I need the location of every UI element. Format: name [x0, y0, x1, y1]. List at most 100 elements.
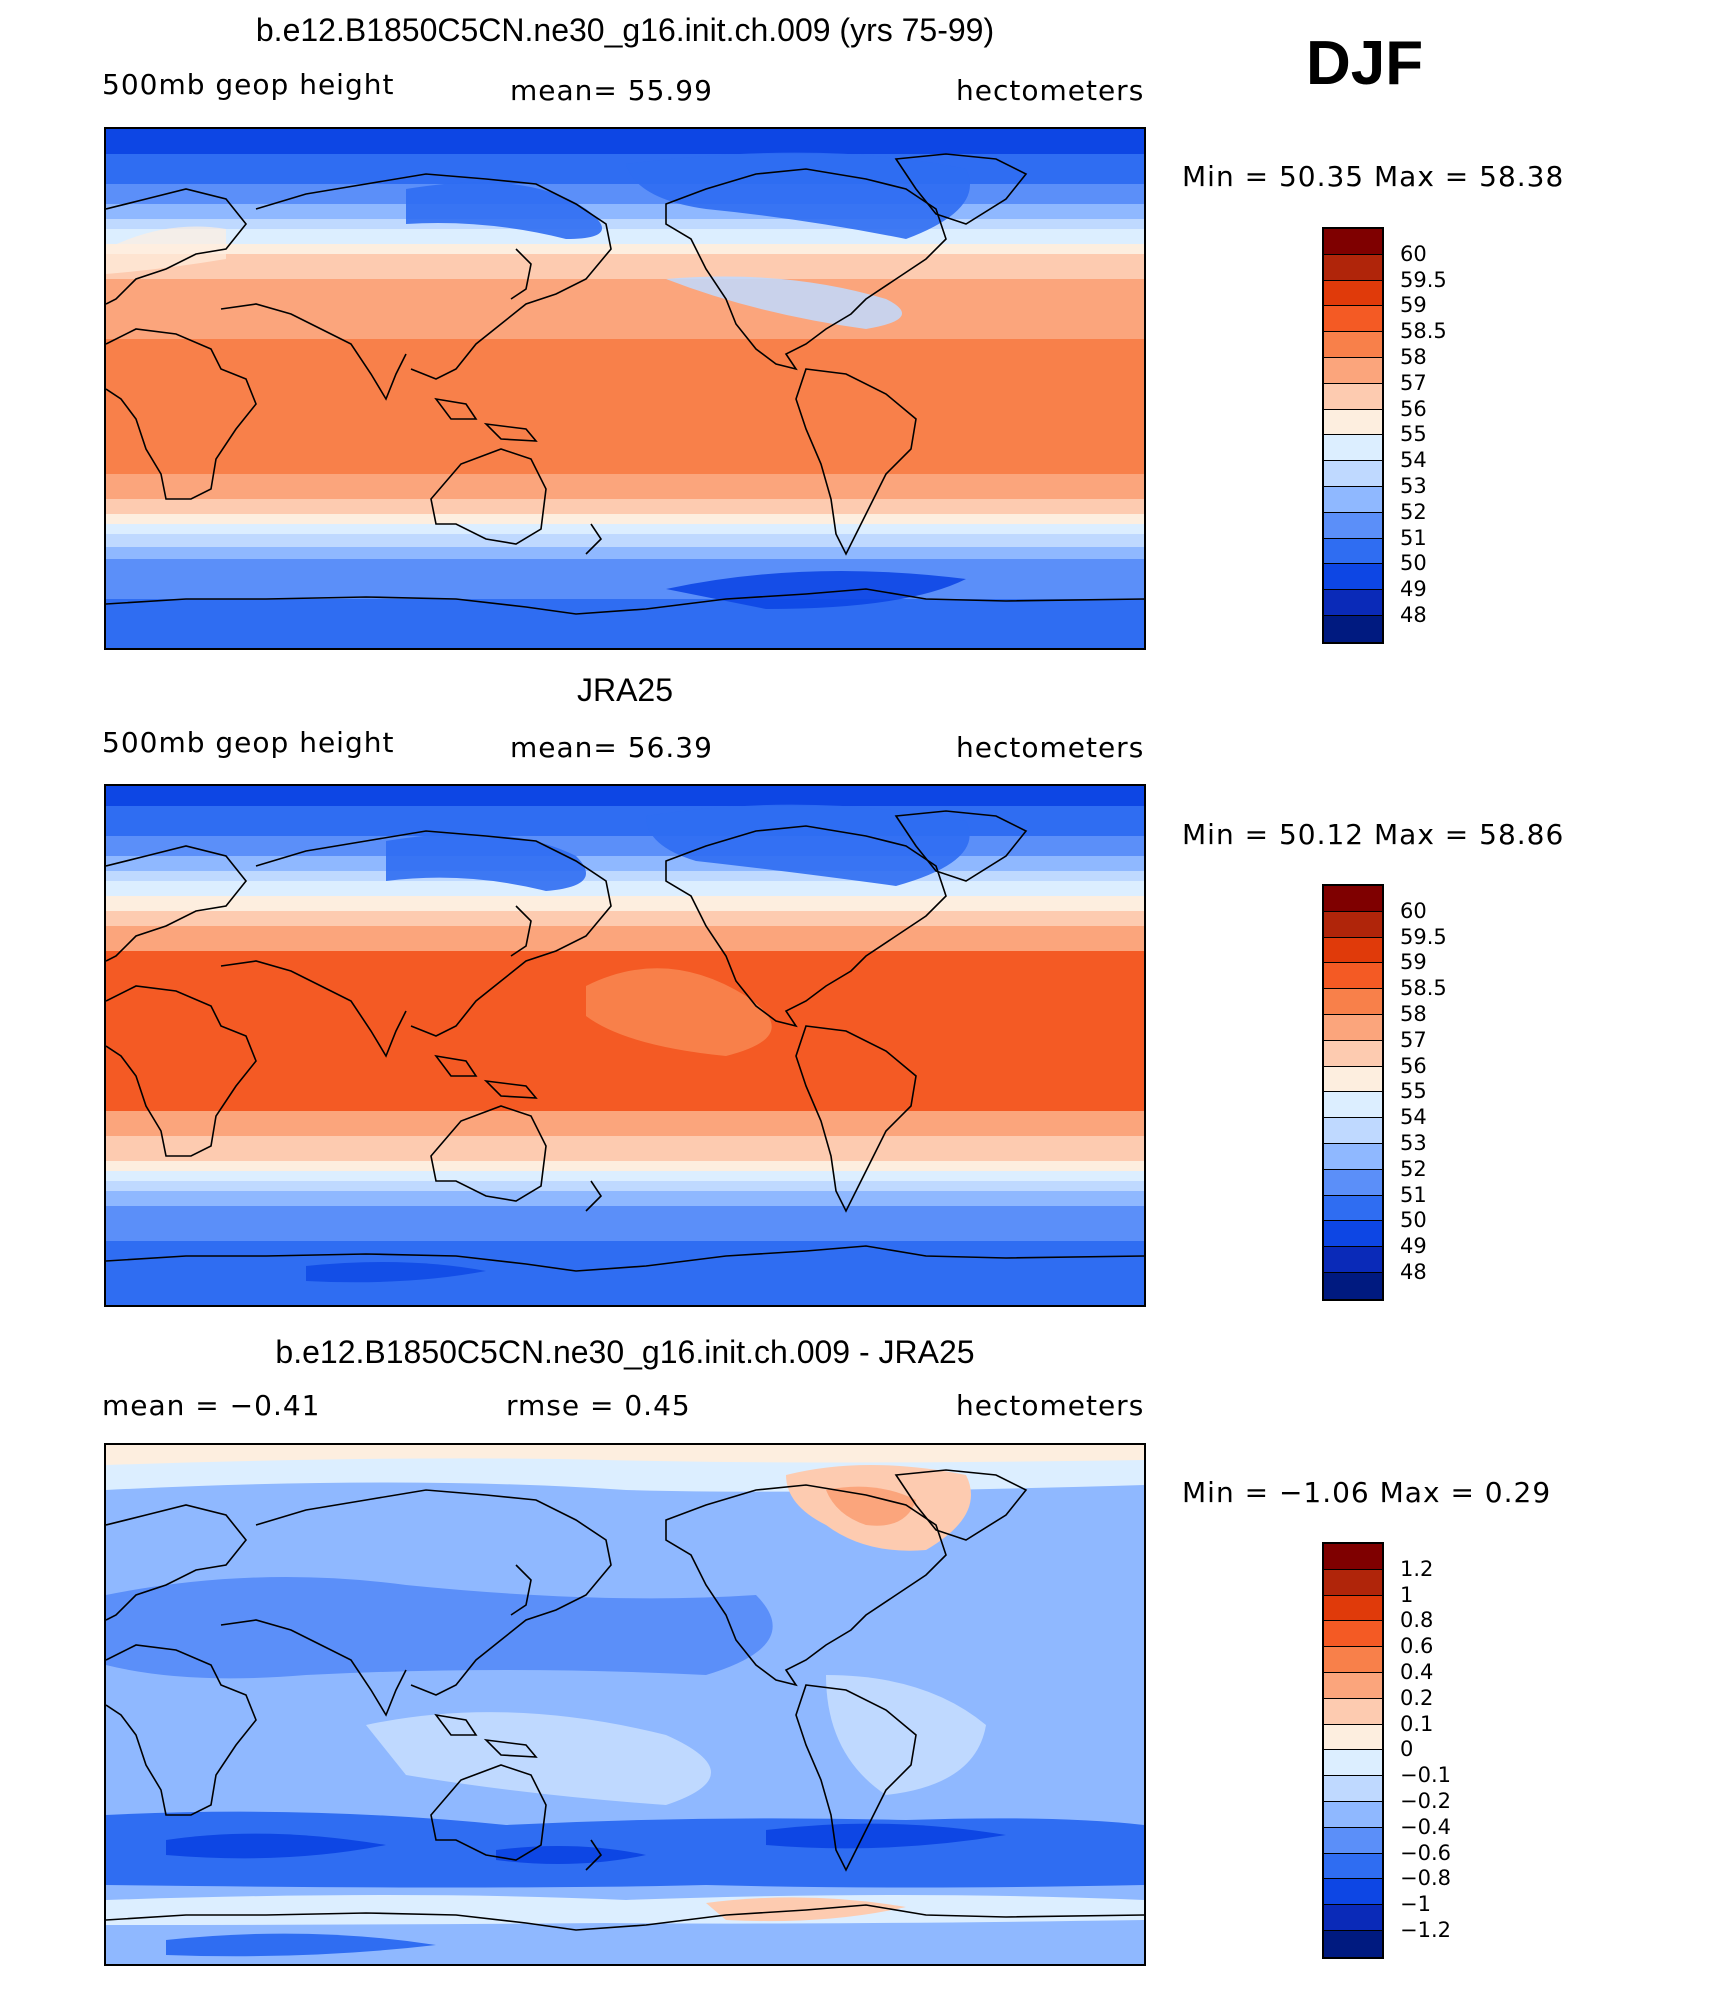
colorbar-swatch — [1324, 306, 1382, 333]
colorbar-label: 56 — [1400, 396, 1427, 421]
colorbar-label: 53 — [1400, 474, 1427, 498]
panel-1-title: b.e12.B1850C5CN.ne30_g16.init.ch.009 (yr… — [255, 12, 995, 48]
colorbar-swatch — [1324, 1595, 1382, 1622]
colorbar-label: 1.2 — [1400, 1556, 1434, 1581]
colorbar-swatch — [1324, 1272, 1382, 1299]
colorbar-label: 59 — [1400, 293, 1427, 318]
colorbar-swatch — [1324, 383, 1382, 410]
panel-3-rmse: rmse = 0.45 — [506, 1389, 691, 1422]
colorbar-swatch — [1324, 1801, 1382, 1828]
panel-1-map — [104, 127, 1146, 650]
colorbar-label: −0.2 — [1400, 1789, 1451, 1813]
colorbar-swatch — [1324, 486, 1382, 513]
colorbar-swatch — [1324, 1544, 1382, 1570]
panel-1-minmax: Min = 50.35 Max = 58.38 — [1182, 160, 1565, 193]
panel-2-variable: 500mb geop height — [102, 726, 395, 759]
panel-2-map — [104, 784, 1146, 1307]
colorbar-label: 0.1 — [1400, 1711, 1434, 1736]
colorbar-swatch — [1324, 1905, 1382, 1931]
colorbar-swatch — [1324, 1143, 1382, 1170]
colorbar-label: −0.6 — [1400, 1840, 1451, 1865]
colorbar-swatch — [1324, 1853, 1382, 1880]
colorbar-swatch — [1324, 1647, 1382, 1673]
panel-1-colorbar — [1322, 227, 1384, 644]
colorbar-label: 57 — [1400, 1027, 1427, 1052]
colorbar-swatch — [1324, 911, 1382, 938]
colorbar-swatch — [1324, 963, 1382, 990]
colorbar-label: 52 — [1400, 1156, 1427, 1181]
colorbar-label: 56 — [1400, 1053, 1427, 1078]
colorbar-swatch — [1324, 1118, 1382, 1144]
colorbar-label: −1.2 — [1400, 1918, 1451, 1942]
colorbar-swatch — [1324, 1169, 1382, 1196]
panel-2-colorbar — [1322, 884, 1384, 1301]
colorbar-swatch — [1324, 590, 1382, 616]
colorbar-label: −0.1 — [1400, 1763, 1451, 1788]
panel-3-map — [104, 1443, 1146, 1966]
colorbar-label: 57 — [1400, 370, 1427, 395]
colorbar-label: 54 — [1400, 448, 1427, 473]
panel-3-colorbar — [1322, 1542, 1384, 1959]
colorbar-label: 60 — [1400, 241, 1427, 266]
colorbar-swatch — [1324, 1879, 1382, 1906]
colorbar-swatch — [1324, 435, 1382, 462]
colorbar-label: 50 — [1400, 551, 1427, 576]
colorbar-label: 51 — [1400, 1182, 1427, 1207]
colorbar-swatch — [1324, 409, 1382, 436]
colorbar-swatch — [1324, 1827, 1382, 1854]
colorbar-swatch — [1324, 1092, 1382, 1119]
colorbar-swatch — [1324, 989, 1382, 1015]
colorbar-label: −0.4 — [1400, 1814, 1451, 1839]
panel-1-units: hectometers — [956, 74, 1145, 107]
colorbar-swatch — [1324, 1724, 1382, 1751]
panel-1-mean: mean= 55.99 — [510, 74, 713, 107]
panel-3-title: b.e12.B1850C5CN.ne30_g16.init.ch.009 - J… — [275, 1334, 975, 1370]
colorbar-label: 0.4 — [1400, 1660, 1434, 1684]
season-label: DJF — [1306, 29, 1424, 98]
panel-2-title: JRA25 — [576, 672, 674, 708]
colorbar-swatch — [1324, 332, 1382, 358]
panel-3-minmax: Min = −1.06 Max = 0.29 — [1182, 1476, 1552, 1509]
colorbar-label: 58.5 — [1400, 976, 1447, 1001]
colorbar-label: 49 — [1400, 577, 1427, 602]
colorbar-swatch — [1324, 1672, 1382, 1699]
colorbar-label: −0.8 — [1400, 1866, 1451, 1891]
colorbar-label: 1 — [1400, 1582, 1414, 1607]
colorbar-swatch — [1324, 1040, 1382, 1067]
panel-3-mean: mean = −0.41 — [102, 1389, 321, 1422]
colorbar-swatch — [1324, 1930, 1382, 1957]
colorbar-label: 49 — [1400, 1234, 1427, 1259]
colorbar-label: 50 — [1400, 1208, 1427, 1233]
colorbar-swatch — [1324, 1247, 1382, 1273]
colorbar-swatch — [1324, 229, 1382, 255]
colorbar-swatch — [1324, 1221, 1382, 1248]
colorbar-label: 59.5 — [1400, 924, 1447, 949]
panel-3-units: hectometers — [956, 1389, 1145, 1422]
colorbar-label: 55 — [1400, 1079, 1427, 1104]
colorbar-label: 51 — [1400, 525, 1427, 550]
colorbar-label: 0.6 — [1400, 1634, 1434, 1659]
colorbar-swatch — [1324, 461, 1382, 487]
colorbar-label: 55 — [1400, 422, 1427, 447]
colorbar-label: 58 — [1400, 1002, 1427, 1026]
colorbar-swatch — [1324, 1621, 1382, 1648]
colorbar-label: 48 — [1400, 603, 1427, 627]
colorbar-swatch — [1324, 937, 1382, 964]
colorbar-label: 0.8 — [1400, 1608, 1434, 1633]
panel-2-units: hectometers — [956, 731, 1145, 764]
colorbar-swatch — [1324, 1750, 1382, 1777]
colorbar-swatch — [1324, 254, 1382, 281]
colorbar-swatch — [1324, 1698, 1382, 1725]
colorbar-swatch — [1324, 1776, 1382, 1802]
colorbar-label: 59.5 — [1400, 267, 1447, 292]
panel-2-mean: mean= 56.39 — [510, 731, 713, 764]
colorbar-swatch — [1324, 1569, 1382, 1596]
colorbar-swatch — [1324, 1014, 1382, 1041]
colorbar-label: −1 — [1400, 1892, 1431, 1917]
colorbar-label: 48 — [1400, 1260, 1427, 1284]
colorbar-swatch — [1324, 538, 1382, 565]
colorbar-label: 0 — [1400, 1737, 1414, 1762]
colorbar-label: 0.2 — [1400, 1685, 1434, 1710]
colorbar-swatch — [1324, 886, 1382, 912]
colorbar-swatch — [1324, 1066, 1382, 1093]
